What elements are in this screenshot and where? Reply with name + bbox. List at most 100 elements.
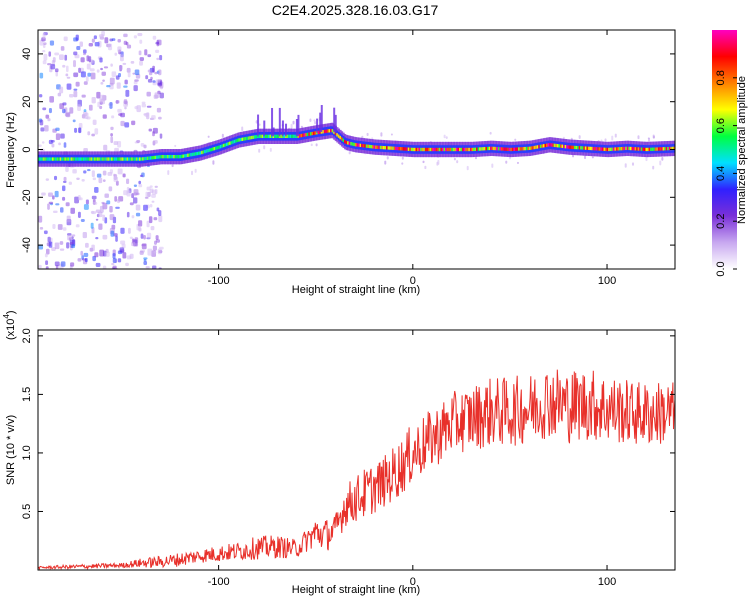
noise-speck [578,135,581,140]
ridge-core [101,157,104,161]
ridge-core [626,146,630,151]
noise-speck [129,253,134,259]
ridge-core [62,157,66,161]
noise-speck [119,247,125,253]
noise-speck [125,89,130,97]
ridge-core [574,145,577,150]
ridge-core [637,147,640,151]
noise-speck [71,244,76,249]
ridge-core [70,157,73,161]
ridge-core [109,157,112,161]
noise-speck [66,76,71,79]
ridge-core [267,134,271,139]
ridge-core [221,144,224,148]
svg-text:(x104): (x104) [2,310,17,340]
noise-speck [134,69,140,76]
noise-speck [70,207,75,214]
ridge-core [115,157,118,161]
noise-speck [91,133,95,137]
ridge-core [174,154,177,159]
ridge-core [191,152,195,157]
ridge-core [87,157,90,161]
ridge-core [438,147,442,152]
ridge-core [518,147,521,151]
ridge-core [370,145,373,149]
ridge-core [358,143,361,147]
ridge-core [73,157,76,161]
ridge-core [384,146,387,150]
noise-speck [54,190,59,198]
noise-speck [62,227,67,231]
noise-speck [88,104,93,111]
ridge-core [462,147,465,152]
noise-speck [135,204,141,211]
noise-speck [152,35,157,40]
noise-speck [110,230,115,237]
noise-speck [146,91,151,97]
ridge-core [482,147,485,151]
ridge-core [132,157,135,161]
noise-speck [113,176,119,182]
ridge-core [564,145,567,149]
noise-speck [174,144,177,148]
noise-speck [143,258,147,262]
noise-speck [95,218,99,221]
ridge-core [269,134,272,139]
noise-speck [76,46,81,51]
ridge-core [241,137,244,141]
ridge-core [51,157,55,161]
ridge-core [577,145,580,150]
ridge-core [337,134,341,138]
noise-speck [91,170,95,178]
noise-speck [58,142,61,146]
noise-speck [106,200,111,205]
noise-speck [77,194,81,201]
ridge-core [643,147,647,152]
ridge-core [546,143,549,147]
noise-speck [83,204,89,210]
ridge-core [609,147,612,152]
ridge-core [600,147,603,151]
ridge-core [387,146,390,150]
ridge-core [375,145,378,149]
ridge-core [457,147,460,152]
ridge-core [336,133,339,137]
ridge-core [640,147,644,151]
noise-speck [94,41,100,47]
ridge-core [235,139,238,143]
ridge-core [246,136,249,141]
noise-speck [109,77,115,85]
noise-speck [310,143,313,147]
noise-speck [73,90,78,98]
ridge-core [463,147,466,152]
ridge-core [229,141,232,145]
noise-speck [141,103,147,108]
noise-speck [151,200,155,203]
ridge-core [107,157,111,161]
noise-speck [126,211,130,218]
noise-speck [143,235,146,240]
ridge-core [584,146,588,150]
ridge-core [476,147,479,151]
noise-speck [384,160,387,165]
noise-speck [111,262,115,266]
noise-speck [146,220,150,228]
ridge-core [123,157,126,161]
ridge-core [664,147,667,151]
noise-speck [141,101,146,105]
noise-speck [62,64,66,68]
noise-speck [141,243,147,250]
ridge-core [145,156,148,161]
noise-speck [491,163,494,168]
ridge-core [429,147,432,152]
colorbar-tick-label: 0.4 [715,166,727,181]
ridge-core [622,146,625,151]
noise-speck [149,204,153,208]
noise-speck [45,114,50,119]
noise-speck [101,71,106,76]
noise-speck [453,157,456,161]
ridge-core [69,157,72,161]
noise-speck [100,82,104,85]
ridge-core [250,135,254,140]
noise-speck [309,118,312,123]
